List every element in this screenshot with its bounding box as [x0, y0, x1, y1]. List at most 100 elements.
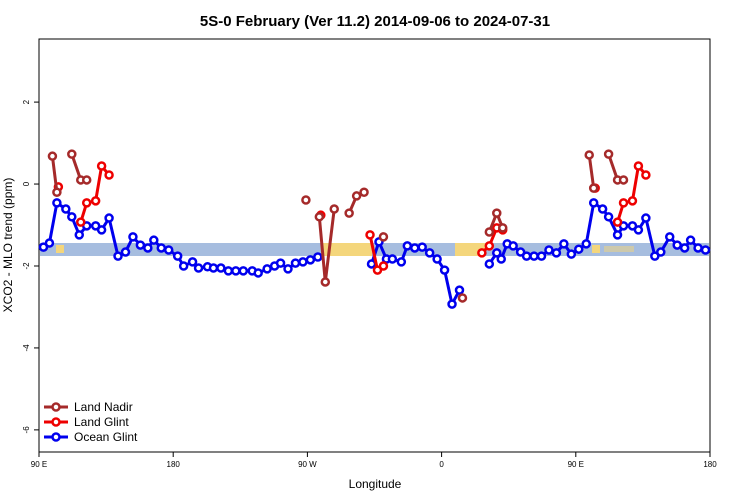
point — [417, 242, 427, 252]
point — [618, 175, 629, 185]
point — [612, 217, 623, 227]
point — [262, 264, 272, 274]
point — [67, 212, 77, 222]
point — [551, 248, 562, 258]
point — [178, 261, 189, 271]
point — [672, 240, 682, 250]
legend-marker — [51, 432, 61, 442]
plot-layer: 90 E 180 90 W 0 90 E 180 -6 -4 -2 0 2 Land NadirLan… — [22, 99, 717, 469]
point — [424, 248, 435, 258]
x-axis-label: Longitude — [349, 477, 402, 491]
point — [120, 247, 131, 257]
point — [61, 204, 71, 214]
point — [329, 204, 339, 214]
point — [566, 249, 577, 259]
point — [484, 259, 495, 269]
point — [584, 150, 594, 160]
land-band — [604, 246, 634, 252]
x-tick-label: 0 — [439, 460, 444, 469]
point — [396, 257, 407, 267]
point — [208, 263, 219, 273]
y-tick-label: -4 — [22, 344, 31, 352]
point — [439, 265, 450, 275]
point — [508, 241, 518, 251]
point — [90, 196, 101, 206]
y-tick-label: -6 — [22, 426, 31, 434]
point — [664, 232, 675, 242]
point — [238, 266, 249, 276]
y-tick-label: 0 — [22, 181, 31, 186]
point — [44, 238, 55, 248]
point — [223, 266, 234, 276]
point — [685, 235, 696, 245]
land-band — [56, 245, 64, 253]
point — [597, 204, 608, 214]
point — [81, 175, 92, 185]
point — [387, 254, 398, 264]
point — [128, 232, 138, 242]
point — [96, 225, 107, 235]
point — [574, 244, 584, 254]
point — [253, 268, 263, 278]
point — [283, 264, 293, 274]
plot-frame — [38, 38, 711, 453]
point — [149, 235, 159, 245]
point — [633, 225, 644, 235]
point — [96, 161, 107, 171]
x-tick-label: 90 W — [298, 460, 317, 469]
point — [603, 212, 614, 222]
point — [679, 243, 690, 253]
land-band — [592, 245, 600, 253]
legend-label: Land Glint — [74, 415, 129, 429]
x-tick-label: 180 — [703, 460, 717, 469]
point — [76, 217, 86, 227]
point — [484, 227, 495, 237]
point — [193, 263, 204, 273]
point — [536, 251, 547, 261]
point — [693, 243, 703, 253]
point — [187, 257, 198, 267]
point — [633, 161, 644, 171]
legend-label: Ocean Glint — [74, 430, 138, 444]
point — [378, 261, 389, 271]
point — [700, 245, 711, 255]
point — [290, 258, 301, 268]
point — [496, 254, 506, 264]
point — [627, 221, 638, 231]
point — [402, 241, 413, 251]
point — [359, 187, 369, 197]
point — [104, 170, 114, 180]
point — [344, 208, 354, 218]
legend-label: Land Nadir — [74, 400, 133, 414]
point — [74, 230, 85, 240]
point — [81, 198, 92, 208]
point — [457, 293, 468, 303]
point — [627, 196, 638, 206]
point — [588, 183, 599, 193]
point — [378, 232, 389, 242]
point — [588, 198, 599, 208]
point — [104, 213, 114, 223]
point — [298, 257, 308, 267]
legend-marker — [51, 417, 61, 427]
point — [301, 195, 311, 205]
point — [275, 258, 286, 268]
point — [351, 191, 362, 201]
point — [47, 151, 58, 161]
point — [163, 245, 174, 255]
point — [410, 243, 420, 253]
point — [313, 252, 323, 262]
point — [432, 254, 442, 264]
point — [135, 240, 146, 250]
point — [52, 187, 62, 197]
point — [38, 242, 49, 252]
point — [529, 251, 539, 261]
point — [477, 248, 487, 258]
y-tick-label: 2 — [22, 99, 31, 104]
series-line — [50, 153, 624, 283]
point — [581, 239, 591, 249]
point — [372, 265, 383, 275]
point — [497, 223, 508, 233]
point — [143, 243, 153, 253]
point — [656, 247, 666, 257]
